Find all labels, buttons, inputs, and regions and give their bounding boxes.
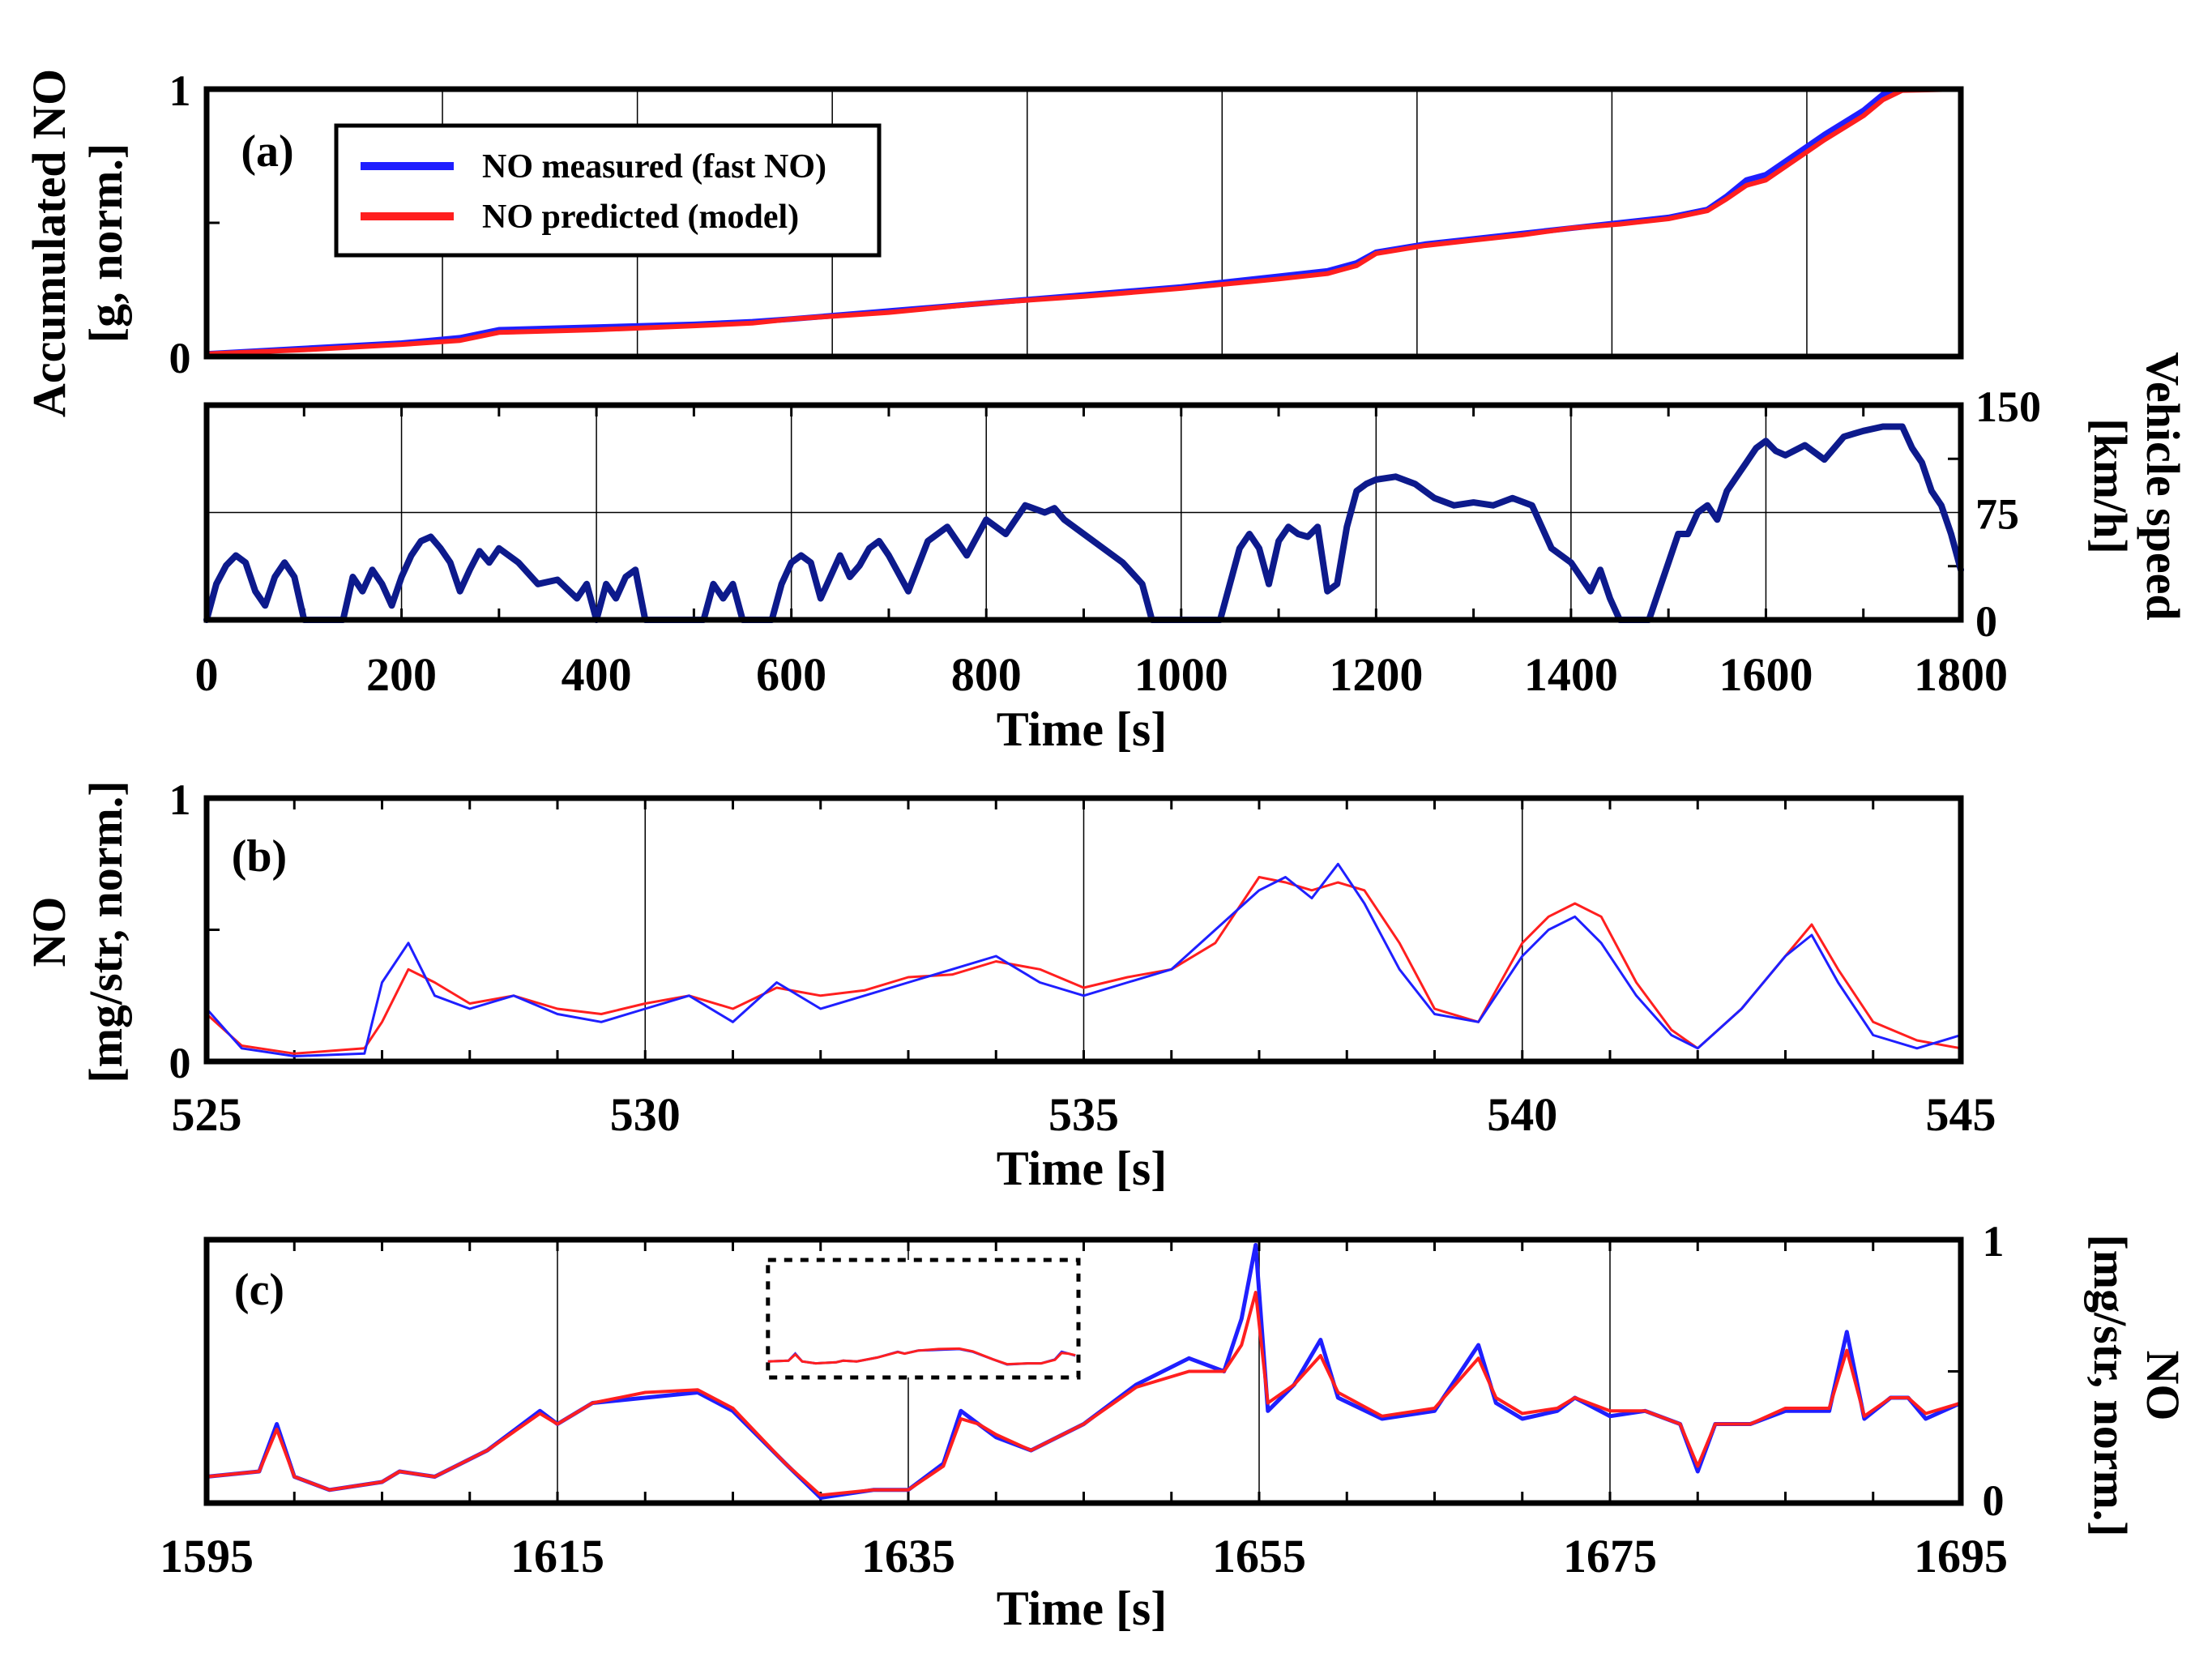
panel-speed-xtick-label: 1800 [1914, 648, 2008, 701]
panel-speed-xtick-label: 800 [951, 648, 1022, 701]
panel-speed-ytick-label: 0 [1975, 597, 1997, 646]
panel-a-ylabel-line2: [g, norm.] [79, 143, 132, 343]
legend-box [334, 123, 882, 258]
panel-speed-xtick-label: 1400 [1524, 648, 1618, 701]
panel-speed-xtick-label: 1000 [1134, 648, 1228, 701]
panel-a-ytick-label: 0 [169, 334, 191, 382]
panel-speed-xtick-label: 200 [366, 648, 437, 701]
panel-c-series-predicted [205, 1291, 1962, 1497]
panel-speed-ylabel-line1: Vehicle speed [2137, 352, 2189, 620]
panel-b-ylabel-line1: NO [23, 897, 75, 967]
panel-speed-ytick-label: 75 [1975, 490, 2019, 539]
panel-c-ylabel-line2: [mg/str, norm.] [2084, 1234, 2137, 1536]
panel-b-ytick-label: 0 [169, 1039, 191, 1087]
panel-a-ytick-label: 1 [169, 66, 191, 115]
panel-speed-frame [203, 402, 1964, 623]
panel-a-ylabel-line1: Accumulated NO [23, 69, 75, 417]
panel-speed-xtick-label: 0 [195, 648, 219, 701]
panel-b-xtick-label: 525 [172, 1088, 242, 1141]
panel-c-ylabel-line1: NO [2137, 1351, 2189, 1421]
panel-b-ytick-label: 1 [169, 775, 191, 824]
panel-speed-xtick-label: 400 [562, 648, 632, 701]
legend-label-predicted: NO predicted (model) [482, 199, 799, 236]
legend-label-measured: NO measured (fast NO) [482, 148, 826, 186]
panel-b-label: (b) [232, 831, 287, 882]
panel-speed-ylabel-line2: [km/h] [2084, 418, 2137, 554]
panel-c-inset-box [766, 1258, 1081, 1380]
panel-a-label: (a) [241, 126, 293, 177]
panel-c-frame [203, 1236, 1964, 1506]
panel-b-xlabel: Time [s] [997, 1142, 1168, 1195]
panel-speed-xtick-label: 1200 [1329, 648, 1423, 701]
panel-c-xtick-label: 1595 [160, 1530, 254, 1582]
panel-c-xtick-label: 1615 [510, 1530, 604, 1582]
panel-c-xtick-label: 1675 [1563, 1530, 1657, 1582]
panel-b-frame [203, 795, 1964, 1065]
panel-c-inset-series-predicted [767, 1347, 1076, 1366]
panel-speed-ytick-label: 150 [1975, 382, 2041, 431]
panel-speed-xtick-label: 1600 [1719, 648, 1813, 701]
panel-speed-xtick-label: 600 [756, 648, 826, 701]
panel-c-xtick-label: 1695 [1914, 1530, 2008, 1582]
panel-b-xtick-label: 530 [610, 1088, 681, 1141]
panel-b-xtick-label: 540 [1487, 1088, 1557, 1141]
panel-speed-xlabel: Time [s] [997, 703, 1168, 756]
panel-c-label: (c) [234, 1265, 284, 1315]
panel-c-ytick-label: 1 [1983, 1217, 2005, 1266]
panel-c-xtick-label: 1635 [861, 1530, 955, 1582]
panel-speed-series [203, 423, 1964, 623]
panel-c-xlabel: Time [s] [997, 1582, 1168, 1635]
panel-a-series-predicted [204, 87, 1963, 357]
panel-b-xtick-label: 535 [1048, 1088, 1119, 1141]
panel-a-frame [203, 86, 1964, 360]
panel-c-xtick-label: 1655 [1212, 1530, 1306, 1582]
panel-c-ytick-label: 0 [1983, 1476, 2005, 1525]
panel-b-ylabel-line2: [mg/str, norm.] [79, 780, 132, 1083]
panel-b-xtick-label: 545 [1926, 1088, 1996, 1141]
panel-b-series-measured [205, 862, 1962, 1057]
